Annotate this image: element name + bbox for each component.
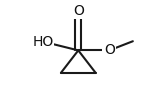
Text: O: O — [73, 4, 84, 18]
Text: HO: HO — [32, 35, 54, 49]
Text: O: O — [104, 43, 115, 57]
